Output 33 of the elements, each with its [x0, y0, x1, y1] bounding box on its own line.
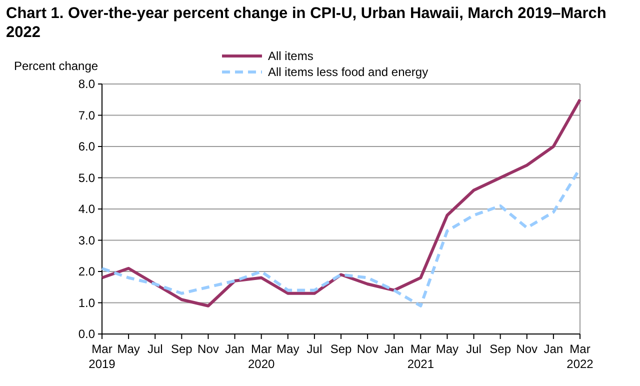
x-tick-label: Nov	[516, 342, 538, 356]
x-tick-label: Mar 2021	[407, 342, 434, 371]
x-tick-label: May	[276, 342, 300, 356]
y-tick-label: 5.0	[78, 170, 96, 185]
y-tick-label: 0.0	[78, 327, 96, 342]
y-tick-label: 3.0	[78, 233, 96, 248]
y-tick-label: 8.0	[78, 77, 96, 92]
x-tick-label: Jul	[306, 342, 322, 356]
x-tick-label: Nov	[356, 342, 378, 356]
x-tick-label: Jul	[147, 342, 163, 356]
legend-label: All items	[268, 49, 314, 63]
y-tick-label: 6.0	[78, 140, 96, 154]
x-tick-label: May	[117, 342, 140, 356]
x-tick-label: Sep	[330, 342, 352, 356]
x-tick-label: May	[436, 342, 459, 356]
chart-title: Chart 1. Over-the-year percent change in CPI-U, Urban Hawaii, March 2019–March 2022	[6, 4, 608, 42]
x-tick-label: Mar 2019	[88, 342, 116, 371]
x-tick-label: Jan	[384, 342, 404, 356]
legend-label: All items less food and energy	[268, 65, 428, 79]
x-tick-label: Jan	[544, 342, 564, 356]
x-tick-label: Mar 2022	[566, 342, 594, 371]
y-tick-label: 4.0	[78, 202, 96, 216]
x-tick-label: Mar 2020	[248, 342, 276, 371]
y-axis-title: Percent change	[14, 59, 98, 73]
x-tick-label: Jan	[225, 342, 244, 356]
y-tick-label: 7.0	[78, 108, 96, 122]
x-tick-label: Nov	[198, 342, 219, 356]
x-tick-label: Sep	[490, 342, 512, 356]
y-tick-label: 2.0	[78, 264, 96, 279]
x-tick-label: Jul	[466, 342, 482, 356]
line-series	[100, 98, 582, 308]
x-tick-label: Sep	[170, 342, 193, 356]
y-tick-label: 1.0	[78, 296, 96, 310]
